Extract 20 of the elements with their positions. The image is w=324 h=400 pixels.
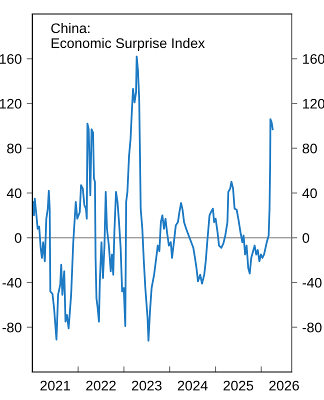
x-tick-label: 2021 — [40, 380, 70, 391]
y-tick-label: 0 — [14, 233, 22, 243]
text: China: Economic Surprise Index — [51, 22, 205, 51]
y-tick-label: -40 — [2, 278, 22, 288]
y-tick-label: 120 — [0, 98, 22, 109]
x-tick-label: 2024 — [178, 380, 208, 391]
x-tick-label: 2026 — [269, 380, 299, 391]
y2-tick-label: -80 — [302, 322, 322, 332]
x-tick-label: 2022 — [86, 380, 116, 391]
y-tick-label: -80 — [2, 322, 22, 332]
x-tick-label: 2025 — [224, 380, 254, 391]
line-series — [32, 56, 274, 342]
y2-tick-label: 0 — [302, 233, 310, 243]
x-tick-label: 2023 — [132, 380, 162, 391]
y-tick-label: 160 — [0, 54, 22, 64]
y-tick-label: 80 — [7, 144, 22, 154]
y-tick-label: 40 — [6, 188, 22, 198]
y2-tick-label: 80 — [302, 144, 317, 154]
y2-tick-label: 40 — [302, 188, 317, 198]
y2-tick-label: -40 — [302, 278, 322, 288]
